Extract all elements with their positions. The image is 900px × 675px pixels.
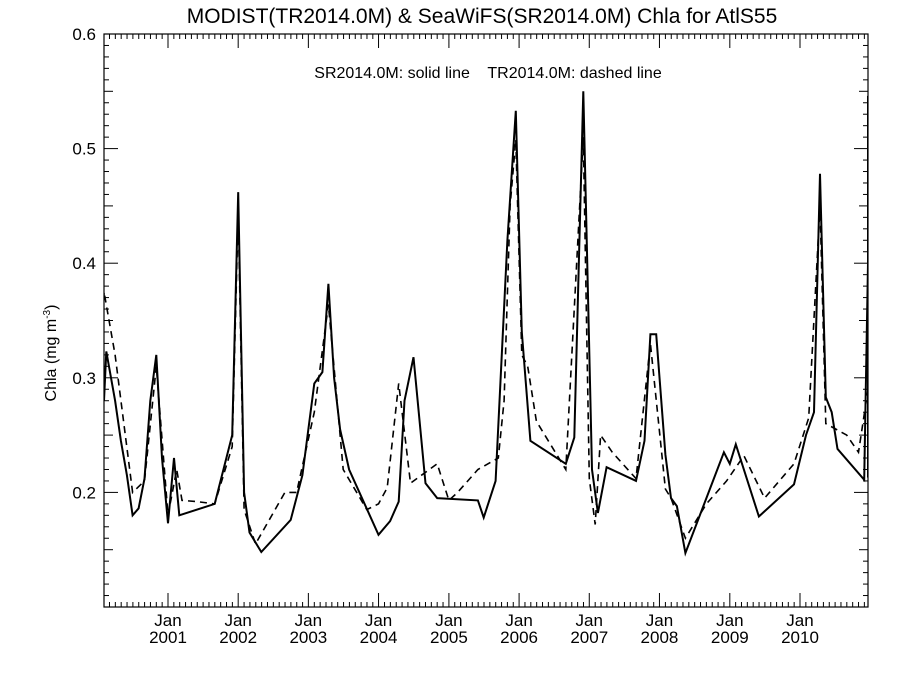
x-tick-month-label: Jan (786, 611, 813, 630)
x-tick-year-label: 2003 (289, 628, 327, 647)
x-tick-month-label: Jan (716, 611, 743, 630)
series-line-sr2014-0m (104, 91, 868, 557)
x-tick-month-label: Jan (154, 611, 181, 630)
x-tick-year-label: 2010 (781, 628, 819, 647)
x-tick-month-label: Jan (505, 611, 532, 630)
x-tick-year-label: 2002 (219, 628, 257, 647)
axis-ticks: 0.20.30.40.50.6Jan2001Jan2002Jan2003Jan2… (72, 25, 868, 647)
y-axis-label: Chla (mg m-3) (42, 305, 60, 402)
y-tick-label: 0.4 (72, 254, 96, 273)
x-tick-year-label: 2004 (360, 628, 398, 647)
series-group (104, 91, 868, 557)
y-tick-label: 0.3 (72, 369, 96, 388)
y-axis-label-text: Chla (mg m (43, 319, 60, 402)
x-tick-year-label: 2001 (149, 628, 187, 647)
x-tick-month-label: Jan (646, 611, 673, 630)
x-tick-month-label: Jan (224, 611, 251, 630)
series-layer (104, 91, 868, 557)
x-tick-year-label: 2005 (430, 628, 468, 647)
x-tick-month-label: Jan (365, 611, 392, 630)
line-style-annotation: SR2014.0M: solid line TR2014.0M: dashed … (314, 65, 662, 82)
y-tick-label: 0.2 (72, 483, 96, 502)
y-tick-label: 0.5 (72, 140, 96, 159)
y-axis-label-superscript: -3 (42, 309, 53, 318)
x-tick-month-label: Jan (435, 611, 462, 630)
y-tick-label: 0.6 (72, 25, 96, 44)
chart-title: MODIST(TR2014.0M) & SeaWiFS(SR2014.0M) C… (187, 5, 778, 28)
x-tick-month-label: Jan (295, 611, 322, 630)
x-tick-year-label: 2009 (711, 628, 749, 647)
x-tick-month-label: Jan (576, 611, 603, 630)
plot-frame (103, 33, 869, 608)
y-axis-label-close: ) (43, 305, 60, 310)
x-tick-year-label: 2008 (641, 628, 679, 647)
series-line-tr2014-0m (104, 125, 868, 546)
x-tick-year-label: 2007 (570, 628, 608, 647)
x-tick-year-label: 2006 (500, 628, 538, 647)
